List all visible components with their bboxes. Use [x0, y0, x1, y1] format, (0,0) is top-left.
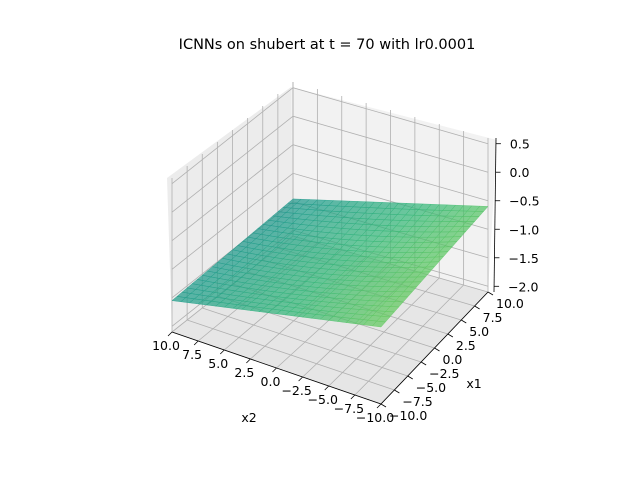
x1-tick-mark [380, 403, 387, 408]
z-tick-label: −1.0 [509, 222, 539, 237]
x2-tick-mark [324, 385, 330, 391]
x1-axis-ticks: −10.0−7.5−5.0−2.50.02.55.07.510.0 [380, 291, 524, 423]
z-tick-label: −0.5 [509, 194, 539, 209]
x1-tick-mark [474, 305, 480, 310]
z-axis-line [493, 137, 497, 293]
x2-tick-label: −5.0 [308, 392, 338, 407]
x2-tick-label: 10.0 [152, 338, 180, 353]
x2-axis-label: x2 [241, 410, 256, 425]
x1-tick-mark [434, 347, 440, 352]
z-tick-label: −1.5 [508, 251, 538, 266]
x1-tick-mark [394, 389, 400, 394]
x2-tick-label: −7.5 [334, 401, 364, 416]
x1-tick-label: −7.5 [402, 394, 432, 409]
x2-tick-mark [193, 340, 199, 346]
x2-tick-label: 0.0 [261, 374, 281, 389]
grid-line [171, 115, 489, 213]
x2-tick-label: 7.5 [182, 347, 202, 362]
x1-tick-mark [407, 375, 413, 380]
x1-tick-label: 2.5 [456, 338, 476, 353]
x1-tick-mark [447, 333, 454, 338]
x2-tick-label: 5.0 [208, 356, 228, 371]
z-tick-label: 0.0 [510, 165, 530, 180]
x1-tick-label: 5.0 [469, 324, 489, 339]
x1-axis-label: x1 [466, 376, 481, 391]
grid-line [354, 284, 464, 396]
x2-tick-label: 2.5 [234, 365, 254, 380]
x1-tick-label: −10.0 [389, 408, 427, 423]
x2-tick-mark [272, 367, 277, 373]
z-tick-label: 0.5 [510, 137, 530, 152]
x2-axis-ticks: 10.07.5 5.0 2.5 0.0−2.5−5.0−7.5−10.0 [152, 331, 394, 425]
grid-line [171, 144, 489, 242]
x1-tick-mark [420, 361, 427, 366]
x2-tick-mark [219, 349, 225, 355]
grid-line [328, 277, 440, 387]
surface-plot [171, 198, 489, 328]
z-tick-label: −2.0 [508, 279, 538, 294]
x2-tick-label: −10.0 [356, 410, 394, 425]
x1-tick-label: −2.5 [429, 366, 459, 381]
surface-patch [371, 320, 386, 328]
x2-tick-label: −2.5 [281, 383, 311, 398]
z-axis-ticks: −2.0 −1.5 −1.0 −0.5 0.0 0.5 [494, 137, 540, 294]
x2-tick-mark [298, 376, 303, 382]
x1-tick-mark [487, 291, 494, 296]
x2-tick-mark [167, 331, 173, 337]
x2-tick-mark [246, 358, 251, 364]
side-pane [167, 87, 293, 332]
x2-tick-mark [350, 394, 356, 400]
x1-tick-label: 0.0 [443, 352, 463, 367]
grid-line [171, 87, 489, 185]
chart-title: ICNNs on shubert at t = 70 with lr0.0001 [179, 37, 476, 53]
x1-tick-mark [461, 319, 467, 324]
x1-tick-label: −5.0 [416, 380, 446, 395]
x1-tick-label: 7.5 [483, 310, 503, 325]
x1-tick-label: 10.0 [496, 296, 524, 311]
x2-tick-mark [376, 403, 382, 409]
